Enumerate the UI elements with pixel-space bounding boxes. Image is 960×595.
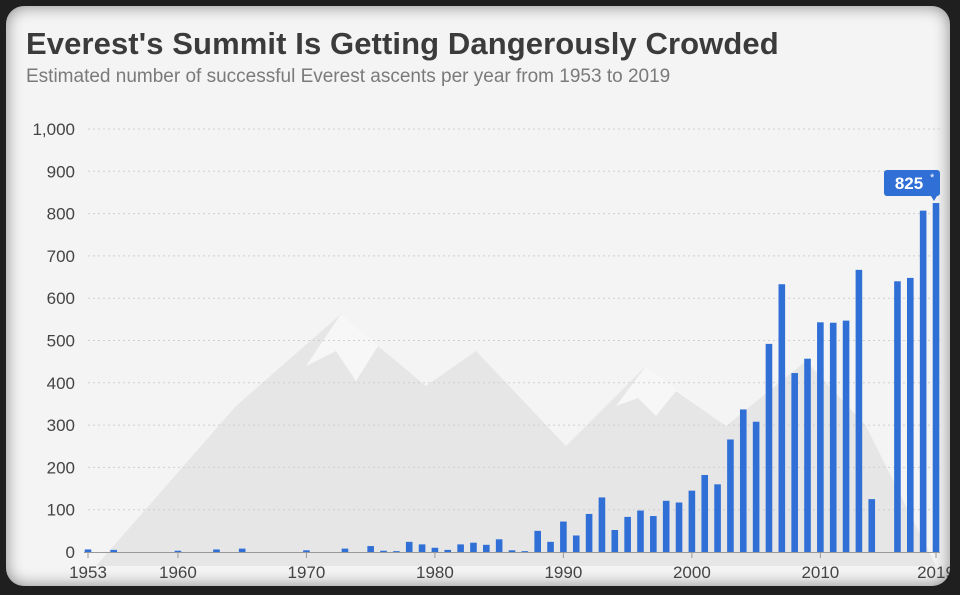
bar	[238, 548, 246, 552]
bar	[84, 549, 92, 552]
bar	[675, 502, 683, 552]
bar	[495, 539, 503, 552]
bar	[752, 421, 760, 552]
chart-title: Everest's Summit Is Getting Dangerously …	[26, 26, 779, 61]
x-tick-label: 1953	[69, 563, 107, 582]
bar	[303, 550, 310, 552]
bar	[598, 497, 606, 552]
bar	[842, 320, 850, 552]
x-tick-label: 1970	[288, 563, 326, 582]
mountain-snowcap	[306, 314, 426, 386]
bar	[804, 358, 811, 552]
bar	[521, 551, 529, 552]
mountain-watermark	[96, 314, 936, 566]
bar	[611, 530, 619, 552]
y-tick-label: 900	[47, 162, 75, 181]
bar	[572, 535, 580, 552]
chart-card: Everest's Summit Is Getting Dangerously …	[6, 6, 950, 586]
gridlines	[88, 128, 940, 511]
x-tick-label: 1990	[544, 563, 582, 582]
bar	[829, 322, 837, 552]
value-callout	[884, 170, 940, 197]
bar	[765, 343, 773, 552]
bar	[624, 516, 631, 552]
bar	[650, 516, 657, 552]
bar	[457, 544, 464, 552]
bar	[868, 499, 876, 552]
bar	[367, 546, 374, 552]
y-tick-label: 100	[47, 501, 75, 520]
bar	[405, 541, 413, 552]
bar	[547, 541, 554, 552]
bar	[778, 284, 786, 552]
bar	[932, 203, 940, 552]
callout-value: 825	[895, 174, 923, 193]
x-tick-label: 2000	[673, 563, 711, 582]
bar	[662, 500, 670, 552]
x-axis: 1953 1960 1970 1980 1990 2000 2010 2019	[69, 552, 950, 582]
bar	[534, 530, 541, 552]
bar	[739, 409, 747, 552]
bar	[341, 548, 349, 552]
bar	[791, 373, 798, 552]
bar	[688, 490, 696, 552]
annotation: 825 *	[884, 170, 940, 202]
y-tick-label: 800	[47, 205, 75, 224]
bar	[174, 550, 182, 552]
x-tick-label: 2010	[801, 563, 839, 582]
y-axis: 0 100 200 300 400 500 600 700 800 900 1,000	[32, 120, 75, 562]
bar	[894, 281, 901, 552]
y-tick-label: 1,000	[32, 120, 75, 139]
y-tick-label: 600	[47, 289, 75, 308]
x-tick-label: 1980	[416, 563, 454, 582]
bar	[714, 484, 721, 552]
y-tick-label: 500	[47, 332, 75, 351]
bar	[508, 550, 516, 552]
bar	[637, 510, 644, 552]
bar	[907, 277, 914, 552]
x-tick-label: 1960	[159, 563, 197, 582]
y-tick-label: 400	[47, 374, 75, 393]
y-tick-label: 300	[47, 416, 75, 435]
y-tick-label: 0	[66, 543, 75, 562]
bar	[560, 521, 567, 552]
bar	[855, 269, 863, 552]
bar	[110, 549, 117, 552]
bar	[919, 210, 927, 553]
x-tick-label: 2019	[917, 563, 950, 582]
bar	[727, 439, 734, 552]
chart-subtitle: Estimated number of successful Everest a…	[26, 66, 671, 87]
callout-pointer	[931, 196, 937, 202]
bar	[817, 322, 824, 552]
y-tick-label: 200	[47, 458, 75, 477]
bar	[213, 549, 220, 552]
bar	[393, 551, 400, 552]
bar	[483, 544, 490, 552]
bar	[585, 513, 593, 552]
bar	[701, 475, 709, 552]
bar	[444, 549, 452, 552]
bars	[84, 203, 940, 553]
mountain-shape	[96, 314, 936, 566]
bar	[470, 542, 477, 552]
mountain-snowcap	[616, 366, 726, 426]
y-tick-label: 700	[47, 247, 75, 266]
callout-footnote-mark: *	[930, 172, 935, 184]
bar	[431, 547, 439, 552]
bar	[380, 550, 387, 552]
bar	[418, 544, 426, 552]
